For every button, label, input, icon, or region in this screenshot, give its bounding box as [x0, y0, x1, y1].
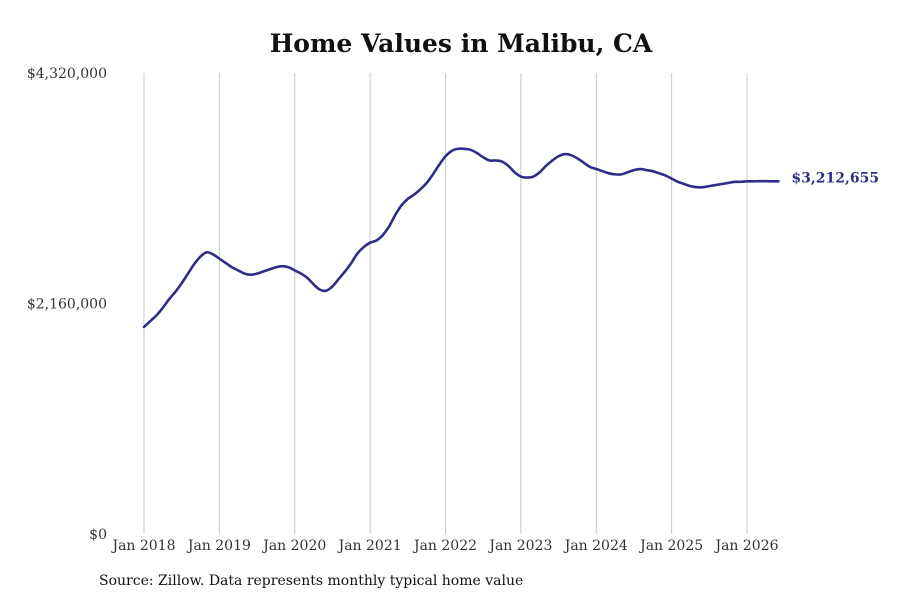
y-tick-label: $0	[89, 527, 107, 543]
x-tick-label: Jan 2026	[713, 538, 778, 554]
series-line	[142, 147, 780, 329]
x-tick-label: Jan 2023	[487, 538, 552, 554]
series-layer: $3,212,655	[142, 147, 879, 329]
x-tick-label: Jan 2018	[110, 538, 175, 554]
x-tick-label: Jan 2025	[638, 538, 703, 554]
x-tick-label: Jan 2024	[563, 538, 628, 554]
x-tick-label: Jan 2020	[261, 538, 326, 554]
chart-title: Home Values in Malibu, CA	[270, 29, 653, 58]
source-note: Source: Zillow. Data represents monthly …	[99, 573, 524, 589]
x-tick-label: Jan 2021	[337, 538, 402, 554]
y-tick-label: $2,160,000	[27, 297, 107, 313]
gridlines	[143, 73, 748, 534]
x-tick-label: Jan 2019	[186, 538, 251, 554]
end-value-label: $3,212,655	[791, 170, 879, 186]
x-tick-label: Jan 2022	[412, 538, 477, 554]
y-axis: $0 $2,160,000 $4,320,000	[27, 66, 107, 543]
x-axis: Jan 2018 Jan 2019 Jan 2020 Jan 2021 Jan 2022…	[110, 538, 778, 554]
y-tick-label: $4,320,000	[27, 66, 107, 82]
